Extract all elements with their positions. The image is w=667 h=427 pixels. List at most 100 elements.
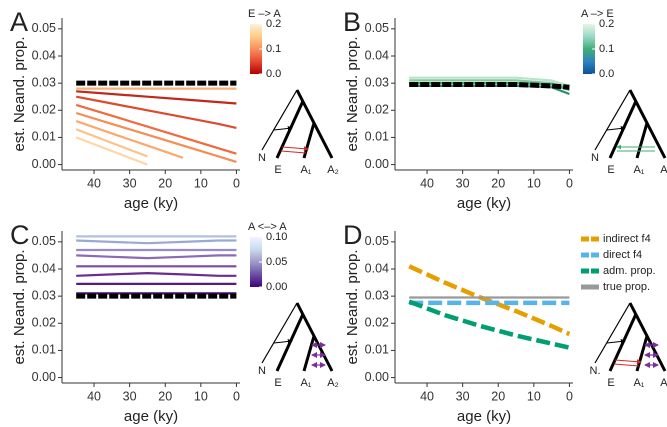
tree-label: A₁ <box>300 377 311 389</box>
panel-letter: B <box>343 7 361 37</box>
x-tick-label: 40 <box>87 176 101 190</box>
y-axis-label: est. Neand. prop. <box>11 36 28 151</box>
tree-arrow <box>606 338 626 344</box>
y-tick-label: 0.04 <box>32 261 56 275</box>
tree-label: N. <box>590 365 601 377</box>
tree-branch <box>635 335 649 372</box>
colorbar-tick-label: 0.2 <box>599 18 614 30</box>
data-line <box>409 76 570 87</box>
tree-label: A₂ <box>327 164 339 176</box>
y-tick-label: 0.05 <box>365 234 389 248</box>
y-tick-label: 0.03 <box>32 75 56 89</box>
panel-letter: A <box>10 7 28 37</box>
data-line <box>76 239 237 245</box>
tree-label: A₂ <box>660 377 667 389</box>
x-tick-label: 30 <box>456 389 470 403</box>
y-tick-label: 0.02 <box>365 103 389 117</box>
tree-label: A₁ <box>300 164 311 176</box>
data-line <box>75 103 237 155</box>
tree-diagram: NE A₁ A₂ <box>258 89 339 176</box>
y-tick-label: 0.00 <box>32 370 56 384</box>
x-axis-label: age (ky) <box>457 195 511 212</box>
y-tick-label: 0.05 <box>32 234 56 248</box>
y-axis-label: est. Neand. prop. <box>11 249 28 364</box>
y-tick-label: 0.02 <box>365 316 389 330</box>
tree-label: E <box>607 164 614 176</box>
y-tick-label: 0.03 <box>365 288 389 302</box>
y-tick-label: 0.05 <box>365 21 389 35</box>
y-tick-label: 0.03 <box>32 288 56 302</box>
x-tick-label: 0 <box>233 389 240 403</box>
y-tick-label: 0.02 <box>32 316 56 330</box>
y-tick-label: 0.00 <box>365 157 389 171</box>
x-tick-label: 10 <box>527 389 541 403</box>
x-tick-label: 40 <box>87 389 101 403</box>
tree-branch <box>302 335 316 372</box>
legend-label: direct f4 <box>603 249 642 261</box>
tree-label: N <box>258 365 266 377</box>
tree-arrow <box>613 363 640 367</box>
tree-label: E <box>607 377 614 389</box>
x-tick-label: 40 <box>420 176 434 190</box>
tree-label: N <box>591 152 599 164</box>
x-tick-label: 0 <box>566 176 573 190</box>
x-tick-label: 10 <box>194 176 208 190</box>
x-axis-label: age (ky) <box>124 408 178 425</box>
x-tick-label: 30 <box>123 176 137 190</box>
tree-branch <box>635 122 649 159</box>
y-tick-label: 0.01 <box>365 343 389 357</box>
panel: C 0.00 0.01 0.02 0.03 0.04 0.05 40 30 20 10 0 age (k… <box>10 220 339 425</box>
panel: D 0.00 0.01 0.02 0.03 0.04 0.05 40 30 20 10 0 age (k… <box>343 220 667 425</box>
colorbar-tick-label: 0.1 <box>599 43 614 55</box>
colorbar-tick-label: 0.00 <box>266 281 287 293</box>
tree-label: E <box>274 377 281 389</box>
x-tick-label: 20 <box>491 389 505 403</box>
tree-arrow <box>280 150 307 154</box>
tree-label: E <box>274 164 281 176</box>
data-line <box>409 82 570 90</box>
x-tick-label: 0 <box>233 176 240 190</box>
data-line <box>408 264 571 337</box>
tree-branch <box>261 89 298 151</box>
tree-diagram: NE A₁ A₂ <box>258 302 339 389</box>
tree-arrow <box>606 125 626 131</box>
colorbar <box>250 24 262 74</box>
y-tick-label: 0.01 <box>32 343 56 357</box>
tree-branch <box>261 302 298 364</box>
y-axis-label: est. Neand. prop. <box>344 36 361 151</box>
tree-arrow <box>273 338 293 344</box>
data-line <box>408 299 570 350</box>
y-tick-label: 0.04 <box>32 48 56 62</box>
colorbar-title: A –> E <box>581 8 614 20</box>
tree-label: A₁ <box>633 164 644 176</box>
tree-branch <box>302 122 316 159</box>
tree-diagram: N. E A₁ A₂ <box>590 302 667 389</box>
tree-label: A₂ <box>327 377 339 389</box>
colorbar-title: E –> A <box>248 8 281 20</box>
x-tick-label: 10 <box>527 176 541 190</box>
x-axis-label: age (ky) <box>124 195 178 212</box>
panel: B 0.00 0.01 0.02 0.03 0.04 0.05 40 30 20 10 0 age (k… <box>343 7 667 212</box>
colorbar-title: A <–> A <box>248 221 287 233</box>
data-line <box>75 136 148 166</box>
colorbar-tick-label: 0.10 <box>266 231 287 243</box>
tree-label: N <box>258 152 266 164</box>
tree-arrow <box>614 359 642 365</box>
data-line <box>75 95 237 129</box>
colorbar-tick-label: 0.0 <box>599 68 614 80</box>
y-tick-label: 0.00 <box>32 157 56 171</box>
colorbar <box>250 237 262 287</box>
x-tick-label: 20 <box>158 389 172 403</box>
x-tick-label: 30 <box>123 389 137 403</box>
y-tick-label: 0.02 <box>32 103 56 117</box>
y-tick-label: 0.04 <box>365 261 389 275</box>
tree-label: A₁ <box>633 377 644 389</box>
x-tick-label: 20 <box>158 176 172 190</box>
legend-label: true prop. <box>603 281 650 293</box>
colorbar <box>583 24 595 74</box>
x-tick-label: 40 <box>420 389 434 403</box>
tree-branch <box>594 302 631 364</box>
y-tick-label: 0.05 <box>32 21 56 35</box>
x-tick-label: 0 <box>566 389 573 403</box>
